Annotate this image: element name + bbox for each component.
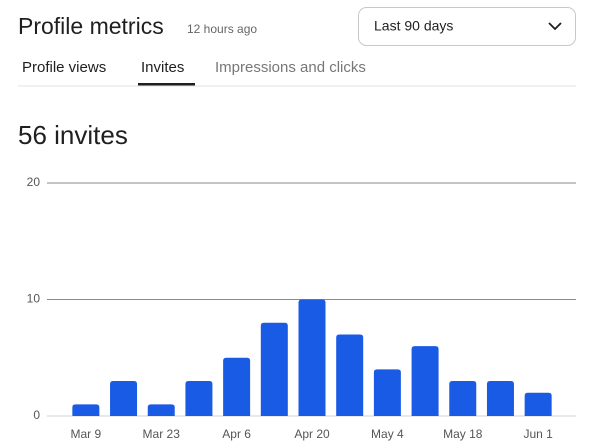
dropdown-label[interactable]: Last 90 days [374,18,453,34]
y-tick-label: 10 [27,292,41,306]
bar [110,381,138,416]
x-tick-label: May 4 [371,427,404,441]
x-tick-label: Mar 23 [143,427,181,441]
bar [411,346,439,416]
page-title: Profile metrics [18,13,164,39]
dropdown-box[interactable] [358,7,576,46]
range-dropdown[interactable]: Last 90 days [358,7,576,46]
y-tick-label: 20 [27,175,41,189]
y-tick-label: 0 [33,408,40,422]
tab-active[interactable]: Invites [141,59,184,76]
bar [298,299,326,416]
bar [336,334,364,416]
bar [373,369,401,416]
bar [449,381,477,416]
tab[interactable]: Profile views [22,59,106,76]
total-count: 56 invites [18,120,128,150]
bar [486,381,514,416]
bar [147,404,175,416]
tab-underline [138,83,195,86]
x-tick-label: Jun 1 [523,427,553,441]
x-tick-label: Apr 20 [294,427,330,441]
x-tick-label: Apr 6 [222,427,251,441]
bar [524,392,552,416]
bar [223,357,251,416]
bar [72,404,100,416]
chevron-icon[interactable] [548,22,562,31]
tab[interactable]: Impressions and clicks [215,59,366,76]
x-tick-label: May 18 [443,427,483,441]
bar [260,322,288,416]
bar [185,381,213,416]
timestamp: 12 hours ago [187,22,257,36]
x-tick-label: Mar 9 [71,427,102,441]
